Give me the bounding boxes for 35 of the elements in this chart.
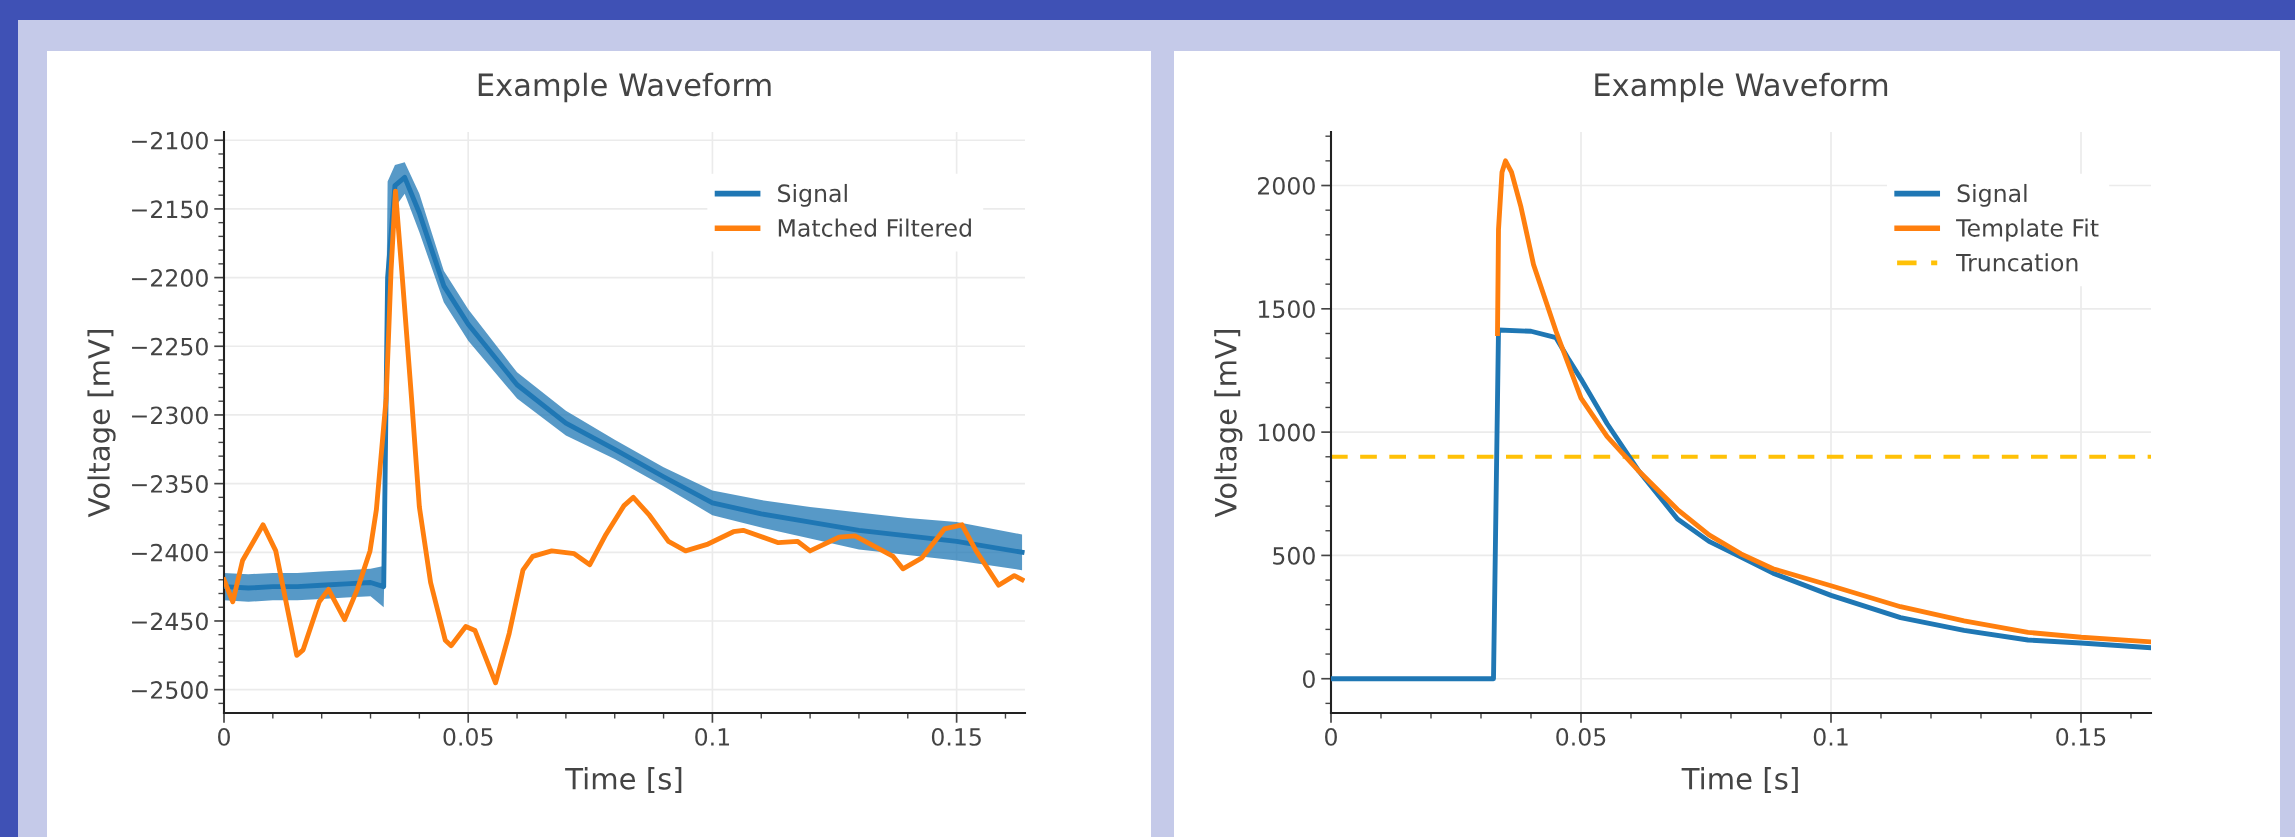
y-tick-label: −2150 xyxy=(132,200,208,219)
x-tick-label: 0.15 xyxy=(2056,728,2106,746)
y-tick-label: 500 xyxy=(1273,546,1315,565)
line-series xyxy=(1495,158,2151,645)
x-axis-title: Time [s] xyxy=(565,767,682,794)
y-tick-label: 1500 xyxy=(1258,300,1315,319)
x-tick-label: 0.05 xyxy=(443,728,493,746)
y-tick-label: −2500 xyxy=(132,681,208,699)
legend-label: Signal xyxy=(778,183,847,207)
y-axis-title: Voltage [mV] xyxy=(87,330,116,518)
y-tick-label: −2450 xyxy=(132,612,208,631)
legend-label: Signal xyxy=(1957,183,2027,207)
y-tick-label: −2300 xyxy=(132,406,208,425)
legend-label: Truncation xyxy=(1956,253,2078,272)
chart-title: Example Waveform xyxy=(1595,72,1888,103)
y-tick-label: −2350 xyxy=(132,475,208,493)
y-tick-label: 1000 xyxy=(1258,423,1315,442)
legend-label: Matched Filtered xyxy=(778,218,971,237)
x-tick-label: 0.15 xyxy=(931,728,981,746)
x-tick-label: 0.05 xyxy=(1556,728,1606,746)
legend-label: Template Fit xyxy=(1956,218,2099,242)
y-axis-title: Voltage [mV] xyxy=(1214,330,1243,518)
x-tick-label: 0 xyxy=(218,728,230,746)
y-tick-label: −2400 xyxy=(132,543,208,562)
x-tick-label: 0.1 xyxy=(1813,728,1848,746)
y-tick-label: −2200 xyxy=(132,269,208,287)
y-tick-label: −2100 xyxy=(132,131,208,150)
x-tick-label: 0.1 xyxy=(695,728,730,746)
chart-title: Example Waveform xyxy=(478,72,771,103)
line-series xyxy=(1331,327,2151,682)
y-tick-label: −2250 xyxy=(132,337,208,356)
x-tick-label: 0 xyxy=(1325,728,1337,746)
y-tick-label: 2000 xyxy=(1258,176,1315,195)
x-axis-title: Time [s] xyxy=(1681,767,1798,794)
y-tick-label: 0 xyxy=(1302,670,1315,689)
